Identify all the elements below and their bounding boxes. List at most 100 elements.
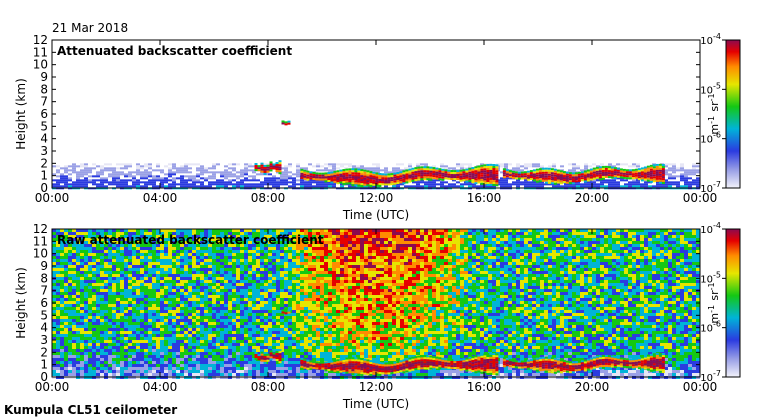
heatmap-cell — [60, 373, 64, 376]
heatmap-cell — [306, 176, 310, 179]
heatmap-cell — [184, 331, 188, 334]
heatmap-cell — [260, 232, 264, 235]
heatmap-cell — [216, 265, 220, 268]
heatmap-cell — [212, 265, 216, 268]
heatmap-cell — [292, 177, 296, 180]
heatmap-cell — [152, 286, 156, 289]
heatmap-cell — [176, 277, 180, 280]
heatmap-cell — [444, 185, 448, 188]
heatmap-cell — [148, 232, 152, 235]
heatmap-cell — [672, 167, 676, 170]
heatmap-cell — [646, 173, 650, 176]
heatmap-cell — [364, 167, 368, 170]
heatmap-cell — [176, 331, 180, 334]
heatmap-cell — [649, 170, 653, 173]
heatmap-cell — [216, 319, 220, 322]
heatmap-cell — [315, 172, 319, 175]
heatmap-cell — [601, 169, 605, 172]
heatmap-cell — [128, 295, 132, 298]
heatmap-cell — [228, 256, 232, 259]
heatmap-cell — [256, 310, 260, 313]
heatmap-cell — [502, 168, 506, 171]
heatmap-cell — [152, 361, 156, 364]
heatmap-cell — [76, 289, 80, 292]
heatmap-cell — [315, 176, 319, 179]
heatmap-cell — [96, 235, 100, 238]
heatmap-cell — [256, 271, 260, 274]
heatmap-cell — [184, 364, 188, 367]
heatmap-cell — [80, 265, 84, 268]
heatmap-cell — [196, 286, 200, 289]
heatmap-cell — [468, 181, 472, 184]
heatmap-cell — [120, 349, 124, 352]
heatmap-cell — [88, 274, 92, 277]
heatmap-cell — [100, 165, 104, 168]
heatmap-cell — [628, 173, 632, 176]
heatmap-cell — [128, 370, 132, 373]
heatmap-cell — [72, 283, 76, 286]
heatmap-cell — [309, 171, 313, 174]
heatmap-cell — [128, 298, 132, 301]
heatmap-cell — [212, 295, 216, 298]
heatmap-cell — [140, 349, 144, 352]
heatmap-cell — [613, 175, 617, 178]
heatmap-cell — [204, 322, 208, 325]
heatmap-cell — [132, 358, 136, 361]
heatmap-cell — [252, 331, 256, 334]
heatmap-cell — [256, 232, 260, 235]
heatmap-cell — [104, 229, 108, 232]
heatmap-cell — [92, 313, 96, 316]
heatmap-cell — [68, 361, 72, 364]
heatmap-cell — [692, 181, 696, 184]
heatmap-cell — [465, 176, 469, 179]
heatmap-cell — [252, 370, 256, 373]
heatmap-cell — [544, 169, 548, 172]
heatmap-cell — [88, 179, 92, 182]
heatmap-cell — [224, 346, 228, 349]
heatmap-cell — [216, 325, 220, 328]
heatmap-cell — [292, 183, 296, 186]
heatmap-cell — [544, 181, 548, 184]
heatmap-cell — [192, 185, 196, 188]
heatmap-cell — [136, 310, 140, 313]
heatmap-cell — [444, 165, 448, 168]
heatmap-cell — [80, 250, 84, 253]
heatmap-cell — [232, 259, 236, 262]
heatmap-cell — [52, 268, 56, 271]
heatmap-cell — [228, 181, 232, 184]
heatmap-cell — [216, 367, 220, 370]
heatmap-cell — [688, 181, 692, 184]
heatmap-cell — [96, 292, 100, 295]
heatmap-cell — [176, 238, 180, 241]
heatmap-cell — [80, 171, 84, 174]
heatmap-cell — [204, 286, 208, 289]
heatmap-cell — [80, 175, 84, 178]
heatmap-cell — [124, 292, 128, 295]
heatmap-cell — [204, 319, 208, 322]
heatmap-cell — [256, 340, 260, 343]
heatmap-cell — [172, 250, 176, 253]
heatmap-cell — [148, 238, 152, 241]
heatmap-cell — [336, 176, 340, 179]
heatmap-cell — [96, 244, 100, 247]
heatmap-cell — [420, 172, 424, 175]
heatmap-cell — [453, 174, 457, 177]
heatmap-cell — [584, 165, 588, 168]
heatmap-cell — [336, 182, 340, 185]
heatmap-cell — [132, 253, 136, 256]
heatmap-cell — [164, 232, 168, 235]
heatmap-cell — [672, 165, 676, 168]
heatmap-cell — [68, 286, 72, 289]
heatmap-cell — [244, 165, 248, 168]
heatmap-cell — [333, 174, 337, 177]
heatmap-cell — [164, 238, 168, 241]
heatmap-cell — [604, 171, 608, 174]
heatmap-cell — [176, 183, 180, 186]
heatmap-cell — [208, 289, 212, 292]
heatmap-cell — [200, 340, 204, 343]
heatmap-cell — [72, 361, 76, 364]
heatmap-cell — [224, 286, 228, 289]
heatmap-cell — [256, 265, 260, 268]
heatmap-cell — [188, 280, 192, 283]
heatmap-cell — [176, 247, 180, 250]
